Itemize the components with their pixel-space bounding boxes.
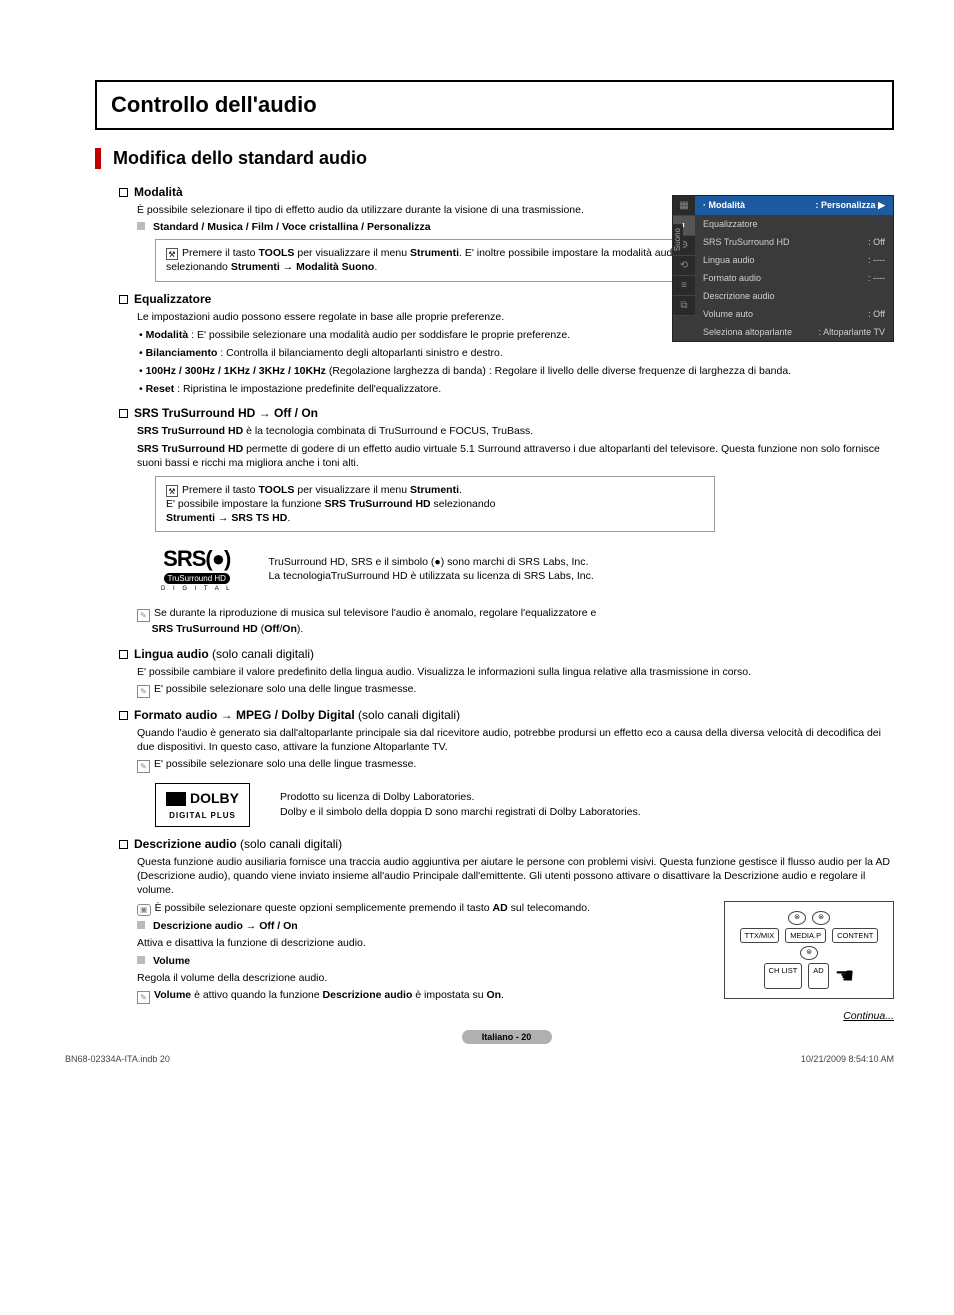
note-icon: ✎ bbox=[137, 685, 150, 698]
note-icon: ✎ bbox=[137, 991, 150, 1004]
footer-right: 10/21/2009 8:54:10 AM bbox=[801, 1054, 894, 1064]
footer-left: BN68-02334A-ITA.indb 20 bbox=[65, 1054, 170, 1064]
osd-row: Formato audio: ---- bbox=[695, 269, 893, 287]
osd-row: · Modalità: Personalizza ▶ bbox=[695, 196, 893, 215]
heading-srs: SRS TruSurround HD → Off / On bbox=[119, 406, 894, 420]
para: Quando l'audio è generato sia dall'altop… bbox=[137, 726, 894, 754]
srs-logo-row: SRS(●) TruSurround HD D I G I T A L TruS… bbox=[155, 542, 894, 596]
osd-row: Lingua audio: ---- bbox=[695, 251, 893, 269]
srs-logo-text: SRS(●) bbox=[161, 546, 232, 572]
tip-box: ⚒Premere il tasto TOOLS per visualizzare… bbox=[155, 476, 715, 533]
list-item: Bilanciamento : Controlla il bilanciamen… bbox=[139, 346, 894, 360]
dolby-desc: Prodotto su licenza di Dolby Laboratorie… bbox=[280, 790, 641, 819]
srs-logo: SRS(●) TruSurround HD D I G I T A L bbox=[155, 542, 238, 596]
title-box: Controllo dell'audio bbox=[95, 80, 894, 130]
page-number-pill: Italiano - 20 bbox=[462, 1030, 552, 1044]
page-title: Controllo dell'audio bbox=[111, 92, 878, 118]
footer: BN68-02334A-ITA.indb 20 10/21/2009 8:54:… bbox=[65, 1054, 894, 1064]
note-icon: ✎ bbox=[137, 609, 150, 622]
dolby-logo: DOLBY DIGITAL PLUS bbox=[155, 783, 250, 827]
list-item: Reset : Ripristina le impostazione prede… bbox=[139, 382, 894, 396]
note-icon: ✎ bbox=[137, 760, 150, 773]
para: Questa funzione audio ausiliaria fornisc… bbox=[137, 855, 894, 898]
remote-btn: CH LIST bbox=[764, 963, 803, 989]
remote-btn: CONTENT bbox=[832, 928, 878, 943]
srs-logo-sub2: D I G I T A L bbox=[161, 586, 232, 592]
osd-row: Equalizzatore bbox=[695, 215, 893, 233]
osd-tab-icon: ⟲ bbox=[673, 256, 695, 276]
note: ✎E' possibile selezionare solo una delle… bbox=[137, 757, 894, 773]
heading-lingua: Lingua audio (solo canali digitali) bbox=[119, 647, 894, 661]
osd-row: Seleziona altoparlante: Altoparlante TV bbox=[695, 323, 893, 341]
heading-formato: Formato audio → MPEG / Dolby Digital (so… bbox=[119, 708, 894, 722]
remote-btn: AD bbox=[808, 963, 828, 989]
para: SRS TruSurround HD permette di godere di… bbox=[137, 442, 894, 470]
osd-menu: Suono ▦ ◐ ⚙ ⟲ ≡ ⧉ · Modalità: Personaliz… bbox=[672, 195, 894, 342]
osd-body: · Modalità: Personalizza ▶EqualizzatoreS… bbox=[695, 196, 893, 341]
para: SRS TruSurround HD è la tecnologia combi… bbox=[137, 424, 894, 438]
tools-icon: ⚒ bbox=[166, 485, 178, 497]
remote-btn: ⊜ bbox=[788, 911, 806, 925]
remote-btn: TTX/MIX bbox=[740, 928, 780, 943]
note: ✎E' possibile selezionare solo una delle… bbox=[137, 682, 894, 698]
osd-tab-icon: ⧉ bbox=[673, 296, 695, 316]
heading-descr: Descrizione audio (solo canali digitali) bbox=[119, 837, 894, 851]
osd-side-label: Suono bbox=[672, 224, 683, 255]
tools-icon: ⚒ bbox=[166, 248, 178, 260]
remote-illustration: ⊜ ⊜ TTX/MIX MEDIA.P CONTENT ⊜ CH LIST AD… bbox=[724, 901, 894, 999]
srs-logo-sub: TruSurround HD bbox=[164, 573, 230, 584]
button-icon: ▣ bbox=[137, 904, 151, 917]
remote-btn: MEDIA.P bbox=[785, 928, 826, 943]
section-heading: Modifica dello standard audio bbox=[95, 148, 894, 169]
para: E' possibile cambiare il valore predefin… bbox=[137, 665, 894, 679]
remote-btn: ⊜ bbox=[812, 911, 830, 925]
osd-tabs: ▦ ◐ ⚙ ⟲ ≡ ⧉ bbox=[673, 196, 695, 316]
remote-btn: ⊜ bbox=[800, 946, 818, 960]
dolby-logo-row: DOLBY DIGITAL PLUS Prodotto su licenza d… bbox=[155, 783, 894, 827]
note: ✎Se durante la riproduzione di musica su… bbox=[137, 606, 894, 636]
list-item: 100Hz / 300Hz / 1KHz / 3KHz / 10KHz (Reg… bbox=[139, 364, 894, 378]
osd-row: SRS TruSurround HD: Off bbox=[695, 233, 893, 251]
tip-box: ⚒Premere il tasto TOOLS per visualizzare… bbox=[155, 239, 715, 281]
srs-logo-desc: TruSurround HD, SRS e il simbolo (●) son… bbox=[268, 555, 593, 584]
continue-link: Continua... bbox=[119, 1010, 894, 1022]
osd-tab-icon: ≡ bbox=[673, 276, 695, 296]
finger-icon: ☚ bbox=[835, 963, 855, 989]
osd-row: Descrizione audio bbox=[695, 287, 893, 305]
osd-row: Volume auto: Off bbox=[695, 305, 893, 323]
osd-tab-icon: ▦ bbox=[673, 196, 695, 216]
